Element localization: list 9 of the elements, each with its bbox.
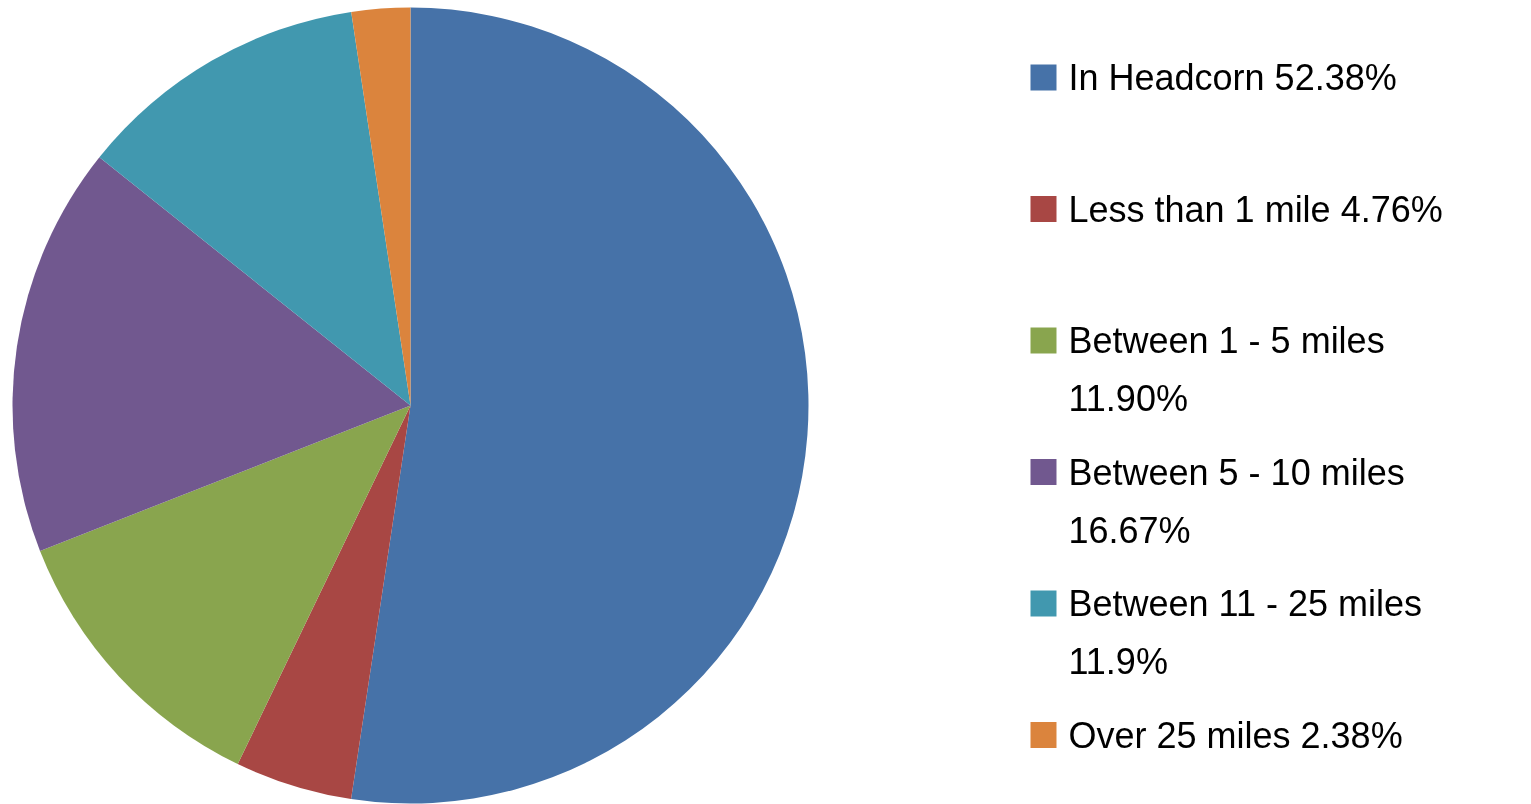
legend-label: Between 11 - 25 miles	[1068, 583, 1423, 624]
data-label: 11.90%	[1068, 378, 1188, 419]
legend-label: Less than 1 mile 4.76%	[1068, 188, 1443, 230]
data-label: 11.9%	[1068, 641, 1168, 682]
legend-label: Between 1 - 5 miles	[1068, 320, 1385, 361]
legend-label: In Headcorn 52.38%	[1068, 57, 1397, 98]
data-label: 16.67%	[1068, 509, 1191, 551]
legend-label: Between 5 - 10 miles	[1068, 451, 1405, 493]
legend-label: Over 25 miles 2.38%	[1068, 714, 1403, 756]
